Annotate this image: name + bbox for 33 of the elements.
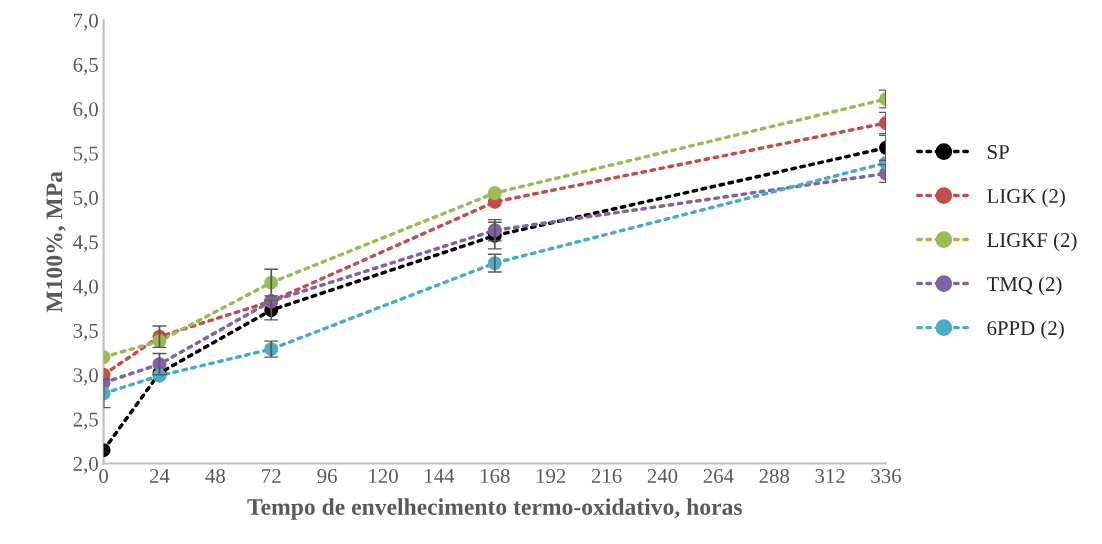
x-tick-label: 216 bbox=[591, 469, 622, 484]
x-tick-label: 0 bbox=[99, 468, 108, 484]
x-tick-label: 288 bbox=[759, 468, 790, 484]
x-tick-label: 336 bbox=[871, 469, 902, 484]
x-tick-label: 192 bbox=[536, 469, 566, 484]
x-tick-label: 48 bbox=[205, 468, 225, 484]
legend-label: SP bbox=[987, 145, 1009, 160]
x-tick-label: 96 bbox=[317, 469, 337, 484]
x-tick-label: 264 bbox=[703, 469, 734, 484]
x-tick-label: 72 bbox=[262, 469, 281, 483]
y-tick-label: 4,0 bbox=[73, 279, 98, 297]
y-axis-title: M100%, MPa bbox=[46, 171, 66, 313]
x-tick-label: 120 bbox=[369, 468, 398, 484]
y-tick-label: 5,0 bbox=[73, 190, 98, 208]
legend-label: LIGKF (2) bbox=[987, 232, 1077, 252]
x-tick-label: 24 bbox=[149, 469, 170, 483]
x-axis-title: Tempo de envelhecimento termo-oxidativo, horas bbox=[247, 498, 743, 520]
x-tick-label: 168 bbox=[481, 468, 510, 484]
x-tick-label: 144 bbox=[425, 469, 455, 483]
y-tick-label: 6,0 bbox=[73, 102, 98, 120]
x-tick-label: 240 bbox=[647, 468, 678, 484]
y-tick-label: 2,0 bbox=[73, 456, 98, 474]
legend-label: TMQ (2) bbox=[986, 276, 1062, 296]
y-tick-label: 7,0 bbox=[74, 13, 98, 31]
legend-label: 6PPD (2) bbox=[987, 320, 1064, 340]
y-tick-label: 4,5 bbox=[73, 235, 98, 253]
y-tick-label: 2,5 bbox=[73, 412, 98, 430]
y-tick-label: 3,5 bbox=[73, 323, 98, 341]
legend-label: LIGK (2) bbox=[987, 188, 1065, 208]
y-tick-label: 6,5 bbox=[73, 57, 98, 75]
y-tick-label: 5,5 bbox=[73, 146, 98, 164]
y-tick-label: 3,0 bbox=[73, 368, 98, 386]
x-tick-label: 312 bbox=[815, 469, 845, 484]
